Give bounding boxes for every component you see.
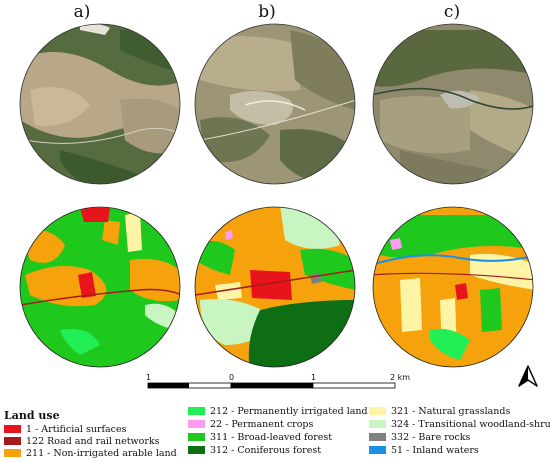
legend-label: 321 - Natural grasslands [391, 405, 511, 417]
aerial-image-c [373, 24, 533, 184]
legend-item-artificial-surfaces: 1 - Artificial surfaces [4, 423, 127, 435]
legend-label: 1 - Artificial surfaces [26, 423, 127, 435]
scale-bar [147, 382, 396, 389]
legend-swatch [369, 407, 386, 415]
legend-swatch [188, 433, 205, 441]
legend-item-woodland-shrub: 324 - Transitional woodland-shrub [369, 418, 550, 430]
panel-label-a: a) [73, 2, 91, 22]
legend-swatch [369, 420, 386, 428]
legend-item-broad-leaved: 311 - Broad-leaved forest [188, 431, 332, 443]
scale-tick-1-right: 1 [311, 373, 317, 382]
legend-label: 332 - Bare rocks [391, 431, 471, 443]
legend-swatch [4, 425, 21, 433]
aerial-image-b [195, 24, 355, 184]
legend-item-inland-waters: 51 - Inland waters [369, 444, 479, 456]
legend-swatch [188, 407, 205, 415]
legend-label: 211 - Non-irrigated arable land [26, 447, 177, 459]
legend-item-bare-rocks: 332 - Bare rocks [369, 431, 470, 443]
legend-item-permanent-crops: 22 - Permanent crops [188, 418, 313, 430]
legend-item-road-rail: 122 Road and rail networks [4, 435, 160, 447]
scale-tick-1-left: 1 [146, 373, 152, 382]
legend-title: Land use [4, 409, 60, 422]
legend-label: 122 Road and rail networks [26, 435, 160, 447]
legend-item-irrigated: 212 - Permanently irrigated land [188, 405, 368, 417]
legend-label: 212 - Permanently irrigated land [210, 405, 368, 417]
scale-tick-2km: 2 km [390, 373, 411, 382]
legend-label: 324 - Transitional woodland-shrub [391, 418, 550, 430]
legend-label: 22 - Permanent crops [210, 418, 314, 430]
panel-label-b: b) [258, 2, 276, 22]
aerial-image-a [20, 24, 180, 184]
scale-tick-0: 0 [229, 373, 235, 382]
legend-swatch [4, 437, 21, 445]
landuse-map-c [373, 207, 533, 367]
legend-label: 311 - Broad-leaved forest [210, 431, 333, 443]
legend-swatch [188, 420, 205, 428]
legend-label: 51 - Inland waters [391, 444, 479, 456]
panel-label-c: c) [443, 2, 461, 22]
legend-swatch [369, 433, 386, 441]
landuse-map-b [195, 207, 355, 367]
landuse-map-a [20, 207, 180, 367]
legend-swatch [4, 449, 21, 457]
legend-swatch [188, 446, 205, 454]
north-arrow-icon [518, 365, 538, 387]
legend-item-grasslands: 321 - Natural grasslands [369, 405, 510, 417]
legend-item-coniferous: 312 - Coniferous forest [188, 444, 321, 456]
legend-item-non-irrigated: 211 - Non-irrigated arable land [4, 447, 177, 459]
legend-swatch [369, 446, 386, 454]
legend-label: 312 - Coniferous forest [210, 444, 322, 456]
